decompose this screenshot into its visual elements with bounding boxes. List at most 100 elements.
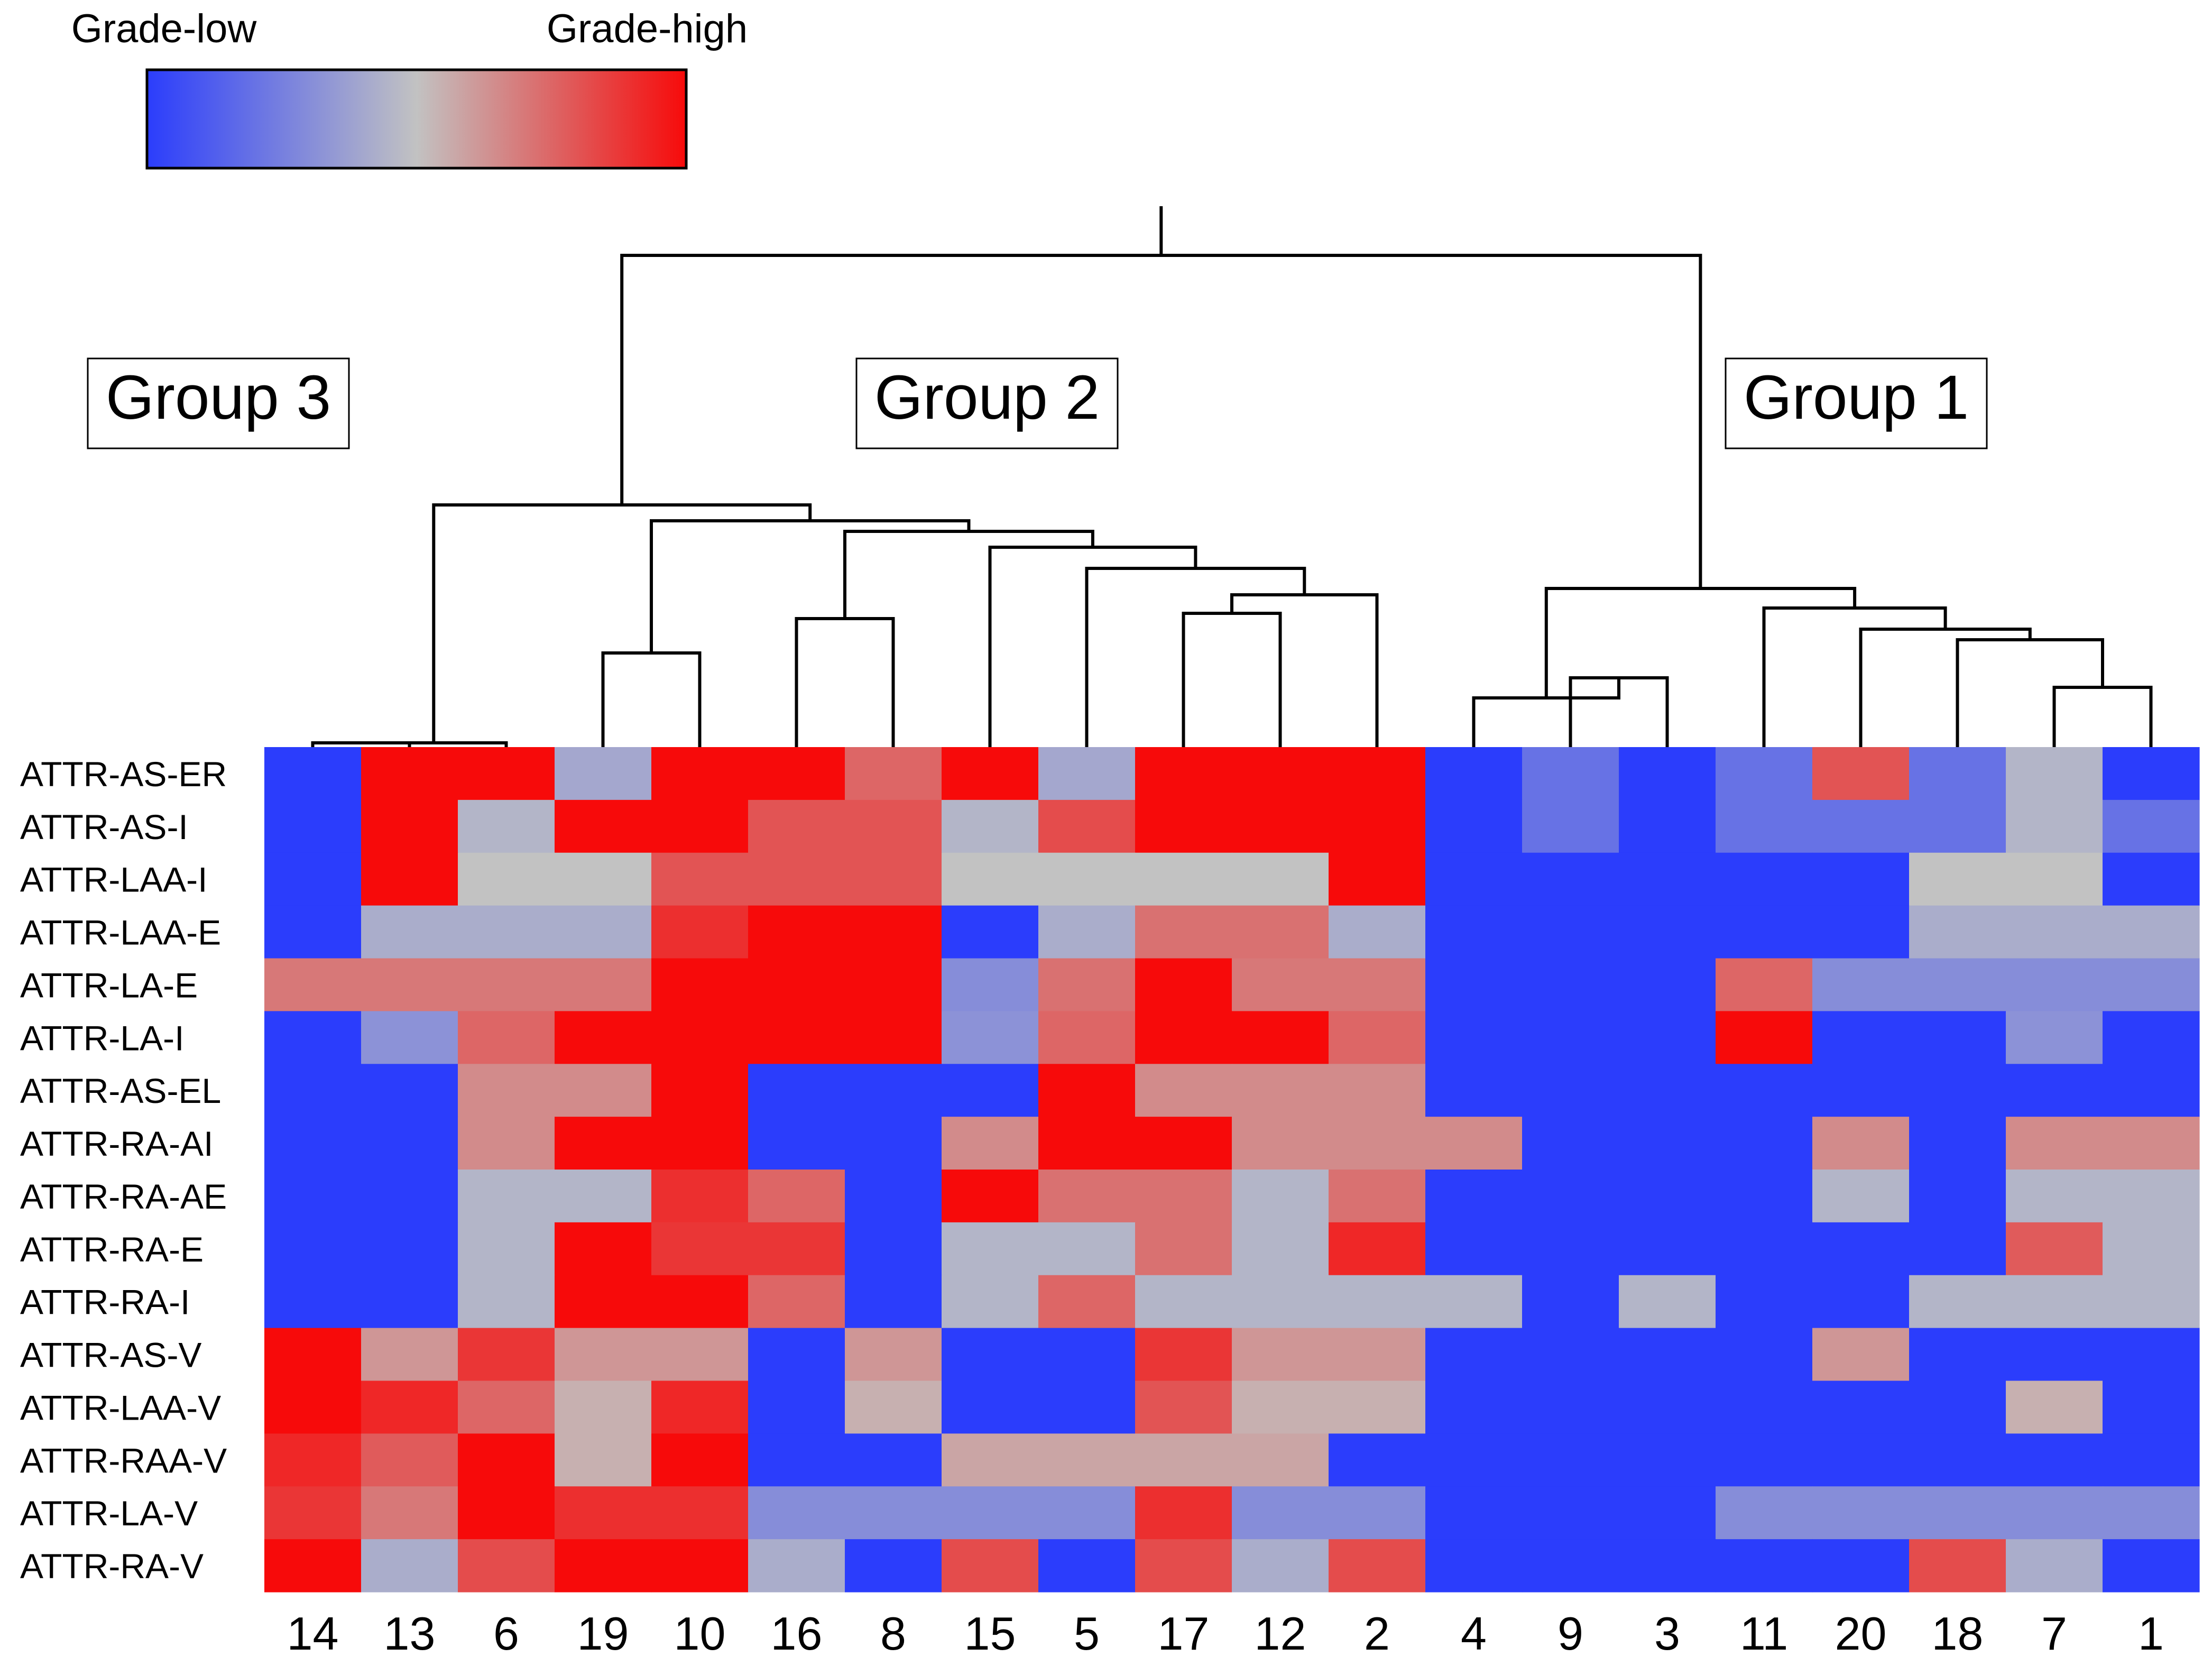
heatmap-cell bbox=[1812, 747, 1910, 800]
heatmap-cell bbox=[555, 1433, 652, 1487]
heatmap-cell bbox=[1716, 905, 1813, 959]
heatmap-cell bbox=[361, 1380, 458, 1434]
heatmap-cell bbox=[1909, 958, 2006, 1011]
heatmap-cell bbox=[1038, 852, 1136, 906]
heatmap-cell bbox=[845, 1486, 942, 1540]
heatmap-cell bbox=[555, 1222, 652, 1276]
heatmap-cell bbox=[458, 747, 555, 800]
heatmap-cell bbox=[1716, 1011, 1813, 1064]
heatmap-cell bbox=[651, 958, 749, 1011]
heatmap-cell bbox=[555, 799, 652, 853]
heatmap-cell bbox=[845, 1275, 942, 1329]
heatmap-cell bbox=[1425, 1433, 1523, 1487]
dendrogram-link bbox=[620, 254, 1702, 588]
heatmap-cell bbox=[1716, 747, 1813, 800]
heatmap-cell bbox=[1425, 1380, 1523, 1434]
column-label: 15 bbox=[964, 1607, 1016, 1660]
heatmap-cell bbox=[458, 1539, 555, 1593]
dendrogram-link bbox=[988, 546, 1197, 747]
heatmap-cell bbox=[1909, 1064, 2006, 1117]
heatmap-cell bbox=[651, 1117, 749, 1170]
heatmap-cell bbox=[1619, 1170, 1716, 1223]
heatmap-cell bbox=[1135, 1486, 1232, 1540]
heatmap-cell bbox=[1232, 1486, 1329, 1540]
heatmap-cell bbox=[555, 1064, 652, 1117]
heatmap-cell bbox=[555, 1486, 652, 1540]
heatmap-cell bbox=[1812, 1328, 1910, 1382]
heatmap-cell bbox=[1909, 1275, 2006, 1329]
row-label: ATTR-LAA-I bbox=[20, 860, 207, 899]
heatmap-cell bbox=[2103, 958, 2200, 1011]
heatmap-cell bbox=[1329, 852, 1426, 906]
heatmap-cell bbox=[845, 1117, 942, 1170]
heatmap-cell bbox=[361, 958, 458, 1011]
heatmap-cell bbox=[1425, 1275, 1523, 1329]
heatmap-cell bbox=[1038, 1380, 1136, 1434]
column-label: 9 bbox=[1557, 1607, 1583, 1660]
heatmap-cell bbox=[651, 1011, 749, 1064]
heatmap-cell bbox=[748, 1433, 845, 1487]
heatmap-cell bbox=[1619, 852, 1716, 906]
heatmap-cell bbox=[264, 1117, 362, 1170]
color-legend: Grade-low Grade-high bbox=[71, 6, 748, 170]
heatmap-cell bbox=[748, 852, 845, 906]
heatmap-cell bbox=[1425, 799, 1523, 853]
heatmap-cell bbox=[2103, 1117, 2200, 1170]
heatmap-cell bbox=[555, 1011, 652, 1064]
heatmap-cell bbox=[1812, 1170, 1910, 1223]
heatmap-cell bbox=[1232, 1380, 1329, 1434]
heatmap-cell bbox=[264, 747, 362, 800]
heatmap-cell bbox=[1619, 1433, 1716, 1487]
heatmap-cell bbox=[1329, 1433, 1426, 1487]
heatmap-cell bbox=[651, 1222, 749, 1276]
heatmap-cell bbox=[264, 1222, 362, 1276]
heatmap-cell bbox=[651, 852, 749, 906]
heatmap-cell bbox=[1038, 1486, 1136, 1540]
heatmap-cell bbox=[361, 852, 458, 906]
heatmap-cell bbox=[2006, 958, 2103, 1011]
heatmap-cell bbox=[555, 905, 652, 959]
heatmap-cell bbox=[651, 1064, 749, 1117]
heatmap-cell bbox=[651, 747, 749, 800]
heatmap-cell bbox=[2103, 799, 2200, 853]
dendrogram-link bbox=[601, 651, 702, 747]
heatmap-cell bbox=[1812, 1539, 1910, 1593]
column-label: 18 bbox=[1932, 1607, 1984, 1660]
heatmap-cell bbox=[2103, 1222, 2200, 1276]
heatmap-cell bbox=[361, 747, 458, 800]
heatmap-cell bbox=[2006, 1170, 2103, 1223]
heatmap-cell bbox=[1135, 852, 1232, 906]
row-label: ATTR-RA-I bbox=[20, 1283, 190, 1322]
heatmap-cell bbox=[2006, 799, 2103, 853]
heatmap-cell bbox=[2103, 1539, 2200, 1593]
heatmap-cell bbox=[2103, 1064, 2200, 1117]
heatmap-cell bbox=[555, 1170, 652, 1223]
heatmap-cell bbox=[1135, 799, 1232, 853]
heatmap-cell bbox=[1522, 1011, 1619, 1064]
heatmap-cell bbox=[1232, 852, 1329, 906]
heatmap-cell bbox=[651, 1539, 749, 1593]
column-label: 8 bbox=[880, 1607, 906, 1660]
dendrogram-link bbox=[1182, 612, 1282, 747]
row-label: ATTR-AS-I bbox=[20, 807, 188, 846]
heatmap-cell bbox=[845, 1170, 942, 1223]
heatmap-cell bbox=[1425, 1539, 1523, 1593]
heatmap-cell bbox=[1812, 1064, 1910, 1117]
heatmap-cell bbox=[1522, 1222, 1619, 1276]
heatmap-cell bbox=[2103, 1380, 2200, 1434]
heatmap-cell bbox=[458, 799, 555, 853]
heatmap-cell bbox=[458, 1433, 555, 1487]
heatmap-cell bbox=[361, 799, 458, 853]
heatmap-cell bbox=[458, 1170, 555, 1223]
heatmap-cell bbox=[1329, 1064, 1426, 1117]
heatmap-cell bbox=[1232, 1539, 1329, 1593]
heatmap-cell bbox=[361, 1222, 458, 1276]
row-label: ATTR-AS-ER bbox=[20, 754, 227, 794]
group-label: Group 3 bbox=[106, 363, 331, 432]
heatmap-cell bbox=[845, 1433, 942, 1487]
heatmap-cell bbox=[942, 1328, 1039, 1382]
heatmap-cell bbox=[1522, 905, 1619, 959]
dendrogram-link bbox=[361, 741, 508, 747]
heatmap-cell bbox=[1329, 747, 1426, 800]
